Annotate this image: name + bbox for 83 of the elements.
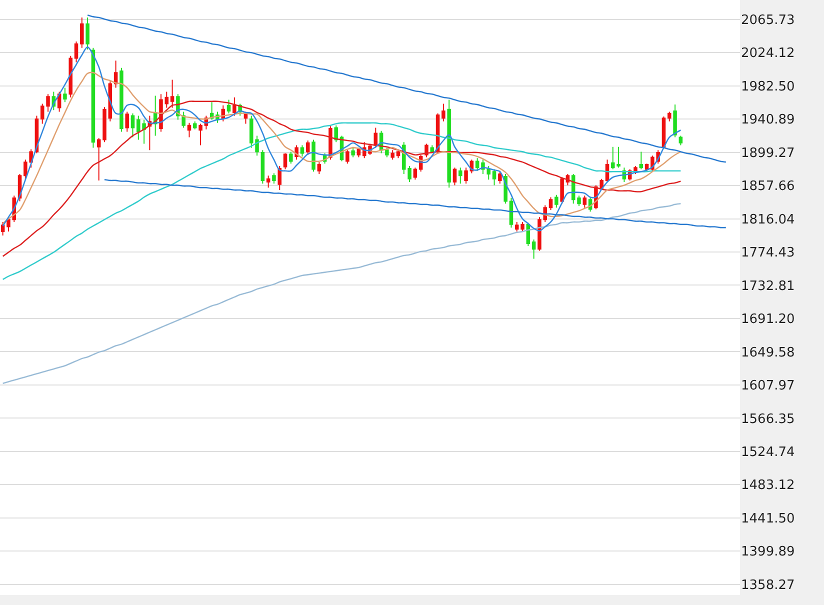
- candlestick: [68, 55, 72, 98]
- candlestick: [492, 168, 496, 186]
- y-tick-label: 1607.97: [741, 378, 795, 394]
- y-tick-label: 1940.89: [741, 112, 795, 128]
- candlestick: [442, 103, 446, 122]
- candlestick: [509, 198, 514, 228]
- y-tick-label: 1857.66: [741, 179, 795, 194]
- candlestick: [390, 150, 394, 160]
- candlestick: [582, 195, 587, 208]
- candlestick: [475, 158, 480, 172]
- candlestick: [0, 221, 5, 236]
- candlestick: [300, 144, 304, 157]
- candlestick: [413, 167, 418, 180]
- candlestick: [130, 112, 135, 138]
- y-tick-label: 1691.20: [741, 312, 795, 328]
- y-tick-label: 1982.50: [741, 79, 795, 94]
- y-tick-label: 1483.12: [741, 478, 795, 494]
- candlestick: [639, 151, 644, 170]
- candlestick: [385, 147, 389, 158]
- candlestick: [458, 167, 462, 184]
- line-series: [2, 122, 682, 280]
- y-tick-label: 1774.43: [741, 246, 795, 261]
- y-tick-label: 1524.74: [741, 444, 795, 460]
- candlestick: [396, 148, 400, 159]
- candlestick: [260, 150, 265, 184]
- candlestick: [498, 170, 502, 184]
- line-series: [104, 178, 727, 228]
- candlestick: [560, 176, 564, 204]
- candlestick: [289, 151, 293, 164]
- candlestick: [306, 140, 310, 156]
- candlestick: [464, 167, 468, 184]
- candlestick: [74, 40, 78, 63]
- y-tick-label: 1399.89: [741, 544, 795, 560]
- candlestick: [198, 123, 202, 146]
- candlestick: [334, 124, 338, 143]
- candlestick: [346, 150, 350, 164]
- candlestick: [447, 99, 451, 188]
- y-tick-label: 1441.50: [741, 511, 795, 526]
- candlestick: [678, 135, 683, 146]
- candlestick: [120, 67, 124, 132]
- candlestick: [317, 162, 322, 175]
- candlestick: [452, 167, 457, 186]
- candlestick: [170, 79, 174, 108]
- candlestick: [125, 111, 129, 132]
- candlestick: [91, 47, 96, 148]
- candlestick: [266, 175, 270, 188]
- candlestick: [96, 138, 101, 181]
- candlestick: [634, 166, 638, 175]
- y-tick-label: 1816.04: [741, 212, 795, 228]
- line-series: [2, 202, 682, 384]
- candlestick: [278, 166, 282, 191]
- candlestick: [182, 111, 186, 128]
- candlestick: [554, 194, 558, 208]
- candlestick: [548, 196, 553, 210]
- candlestick: [187, 122, 192, 138]
- candlestick: [63, 87, 67, 103]
- candlestick: [272, 172, 276, 184]
- candlestick: [193, 120, 197, 130]
- candlestick: [86, 16, 90, 50]
- candlestick: [114, 60, 118, 88]
- candlestick: [351, 146, 355, 158]
- y-tick-label: 2024.12: [741, 46, 795, 62]
- candlestick: [80, 16, 84, 48]
- candlestick: [102, 106, 106, 143]
- y-tick-label: 2065.73: [741, 12, 795, 28]
- line-series: [2, 100, 682, 257]
- candlestick: [232, 96, 236, 116]
- line-series: [2, 46, 682, 232]
- line-series: [86, 14, 727, 163]
- y-tick-label: 1566.35: [741, 412, 795, 427]
- candlestick: [668, 111, 672, 122]
- candlestick: [577, 195, 581, 206]
- candlestick: [164, 91, 169, 108]
- line-series: [2, 72, 682, 224]
- y-tick-label: 1899.27: [741, 146, 795, 161]
- candlestick: [283, 152, 288, 170]
- candlestick: [312, 139, 316, 172]
- y-tick-label: 1649.58: [741, 345, 795, 360]
- candlestick: [673, 104, 677, 138]
- y-tick-label: 1732.81: [741, 278, 795, 294]
- candlestick: [532, 239, 536, 260]
- y-tick-label: 1358.27: [741, 578, 795, 593]
- candlestick: [226, 99, 231, 114]
